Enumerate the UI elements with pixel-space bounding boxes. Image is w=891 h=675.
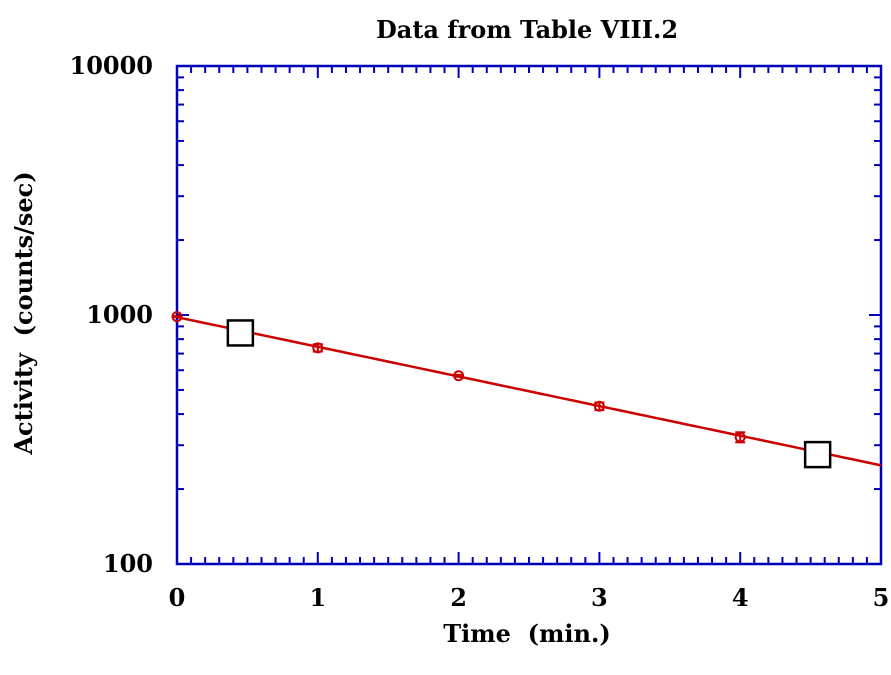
plot-frame: [175, 64, 883, 566]
square-marker: [803, 440, 832, 469]
data-point: [734, 431, 746, 443]
x-tick-label: 5: [873, 583, 890, 612]
fit-curve-line: [176, 315, 882, 467]
chart-title: Data from Table VIII.2: [376, 15, 678, 44]
x-tick-label: 0: [169, 583, 186, 612]
square-marker: [226, 319, 255, 347]
data-point: [312, 342, 324, 354]
x-tick-label: 4: [732, 583, 749, 612]
y-tick-label: 10000: [70, 51, 154, 80]
x-tick-label: 3: [591, 583, 608, 612]
x-axis-label: Time (min.): [443, 619, 610, 648]
y-axis-label: Activity (counts/sec): [9, 171, 38, 455]
y-tick-label: 100: [103, 549, 153, 578]
x-tick-label: 2: [450, 583, 467, 612]
data-point: [593, 400, 605, 412]
y-tick-label: 1000: [86, 300, 153, 329]
data-point: [453, 370, 465, 382]
x-tick-label: 1: [309, 583, 326, 612]
data-point: [171, 311, 183, 323]
